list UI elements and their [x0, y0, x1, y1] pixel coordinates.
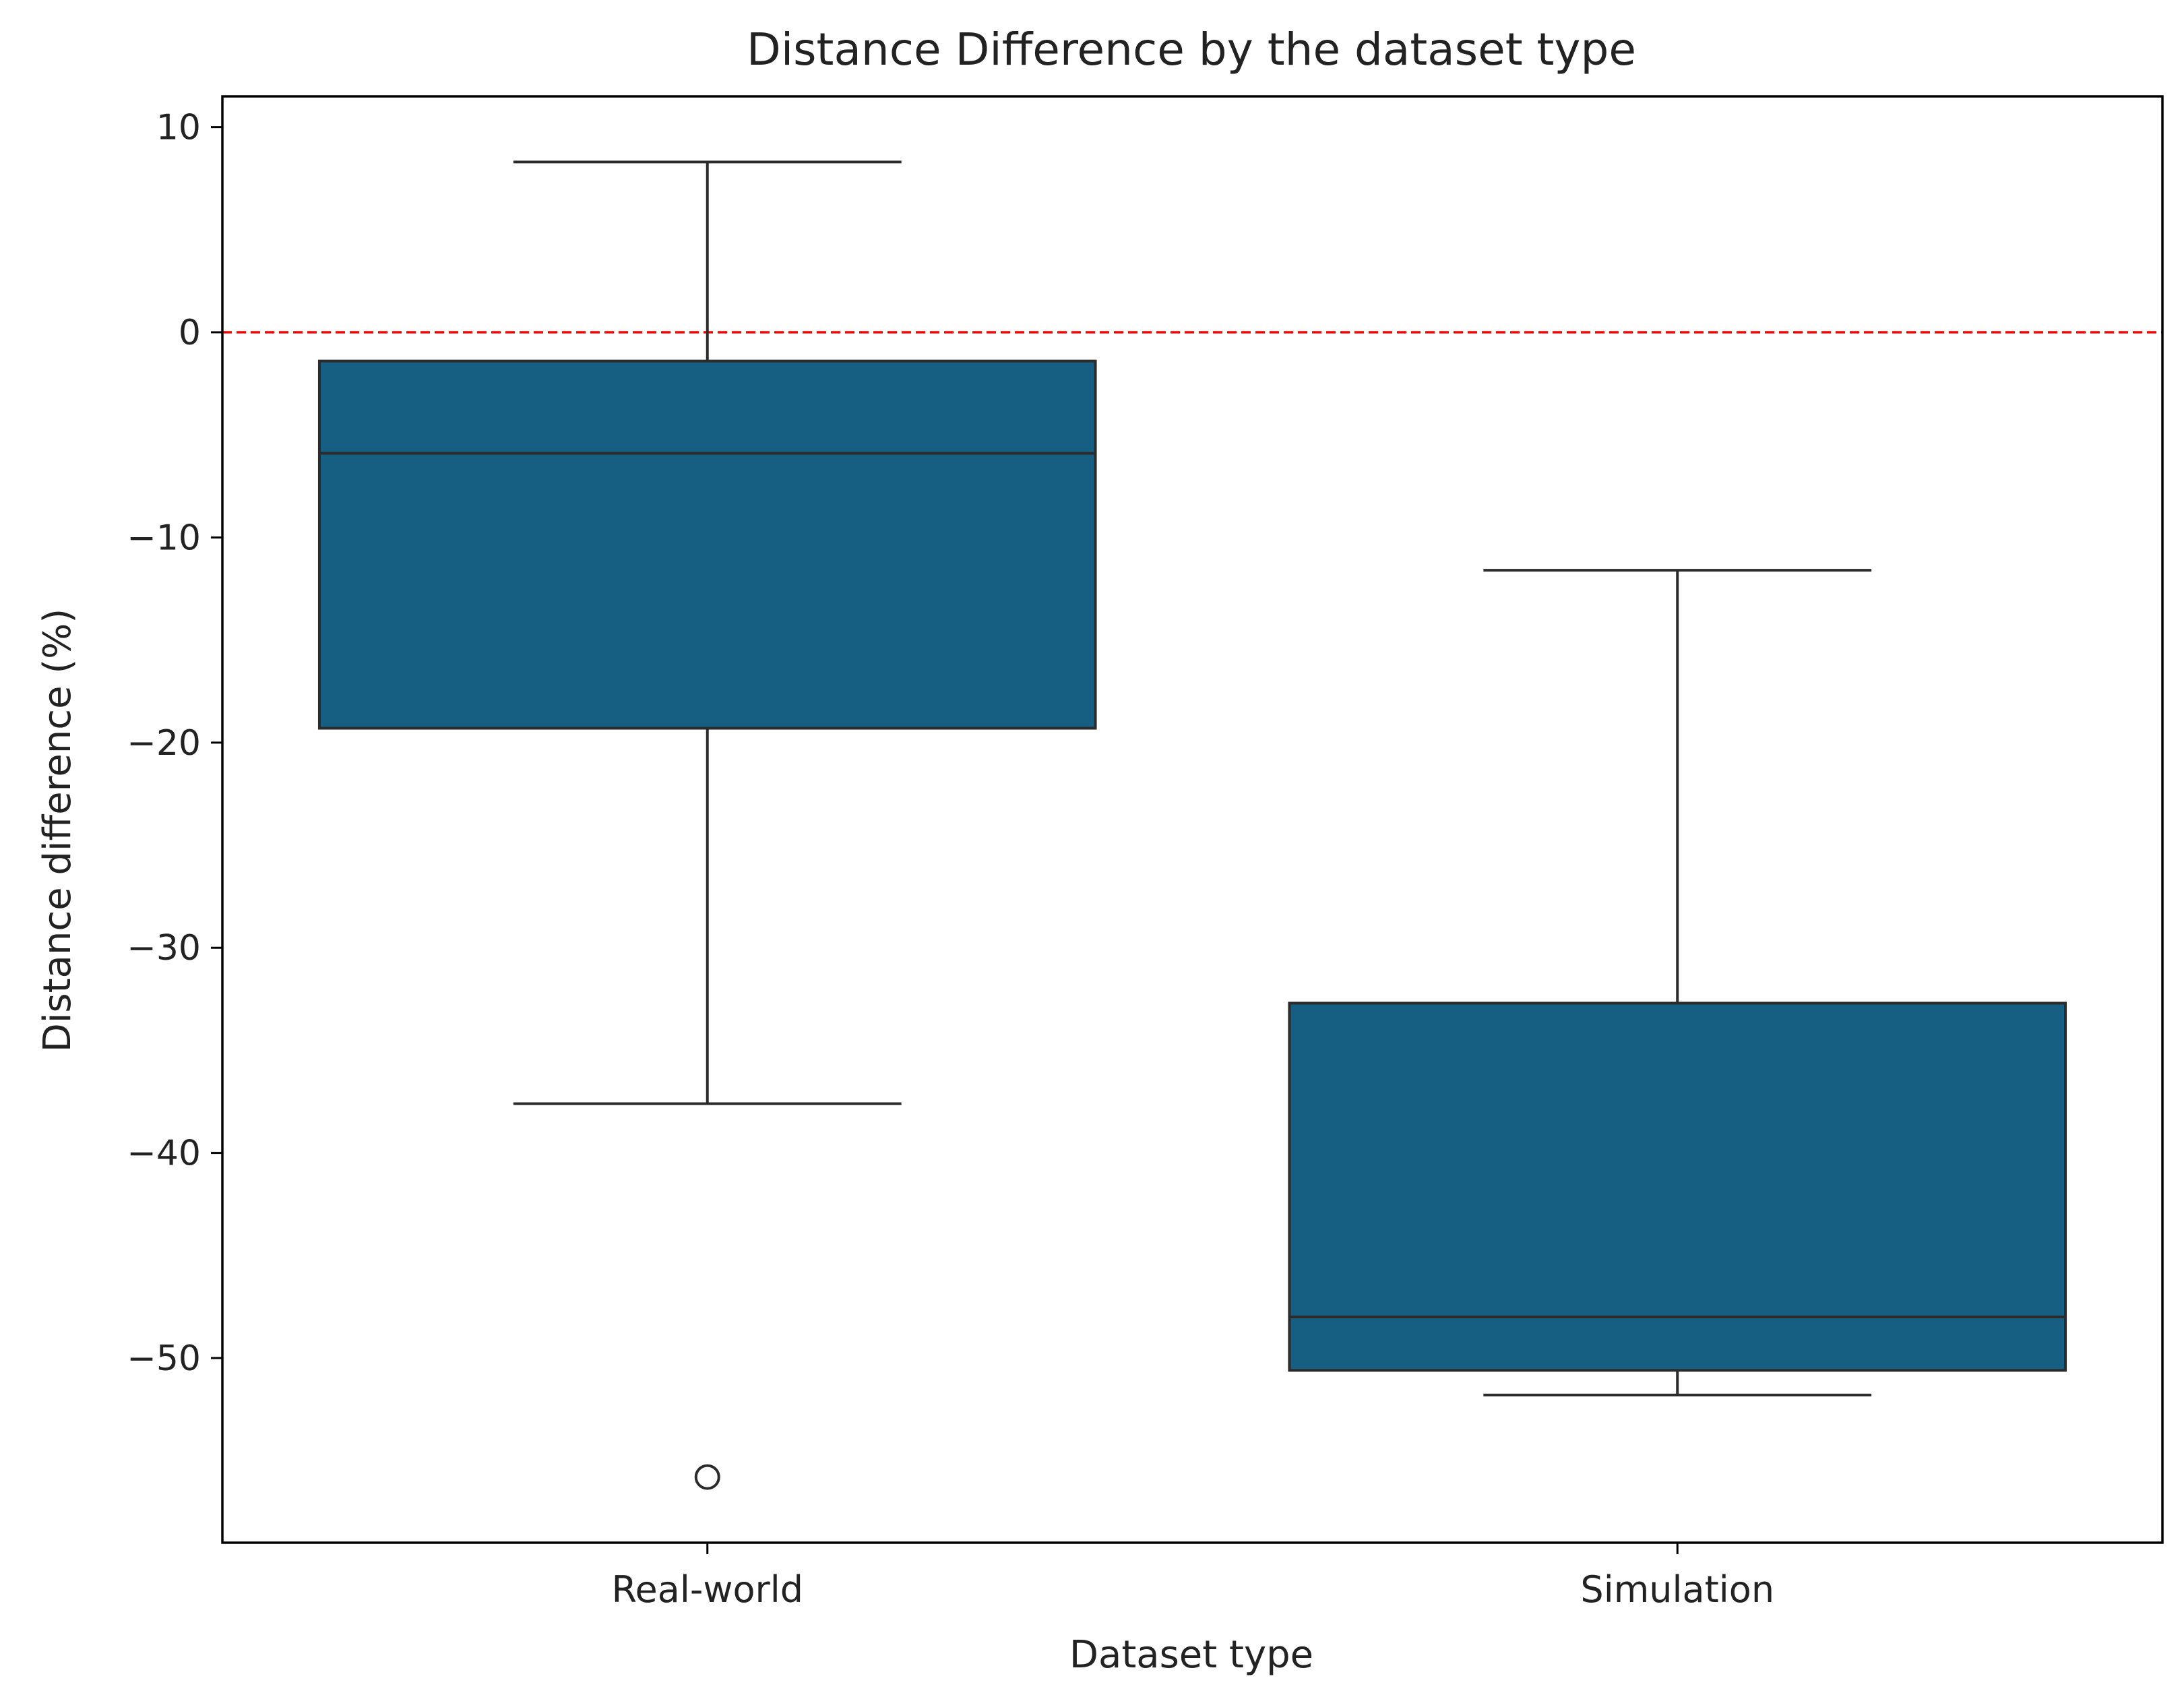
y-axis-ticks: 10 0 −10 −20 −30 −40 −50 — [127, 108, 222, 1379]
x-tick-label: Real-world — [611, 1568, 803, 1611]
plot-area-frame — [221, 95, 2164, 1544]
x-axis-label: Dataset type — [1069, 1633, 1313, 1677]
y-tick-label: −50 — [127, 1338, 201, 1379]
outlier-point — [694, 1464, 720, 1490]
x-axis-ticks: Real-world Simulation — [611, 1543, 1774, 1611]
chart-title: Distance Difference by the dataset type — [747, 24, 1636, 75]
y-tick-label: 10 — [156, 108, 201, 148]
x-tick-label: Simulation — [1580, 1568, 1774, 1611]
y-axis-label: Distance difference (%) — [36, 609, 80, 1053]
box-iqr — [1288, 1001, 2067, 1372]
box-group — [317, 160, 1097, 1490]
box-group — [1288, 569, 2067, 1396]
y-tick-label: 0 — [179, 313, 201, 353]
y-tick-label: −30 — [127, 928, 201, 968]
y-tick-label: −40 — [127, 1134, 201, 1174]
box-iqr — [317, 359, 1097, 730]
y-tick-label: −20 — [127, 723, 201, 764]
y-tick-label: −10 — [127, 518, 201, 558]
box-series — [317, 160, 2067, 1490]
